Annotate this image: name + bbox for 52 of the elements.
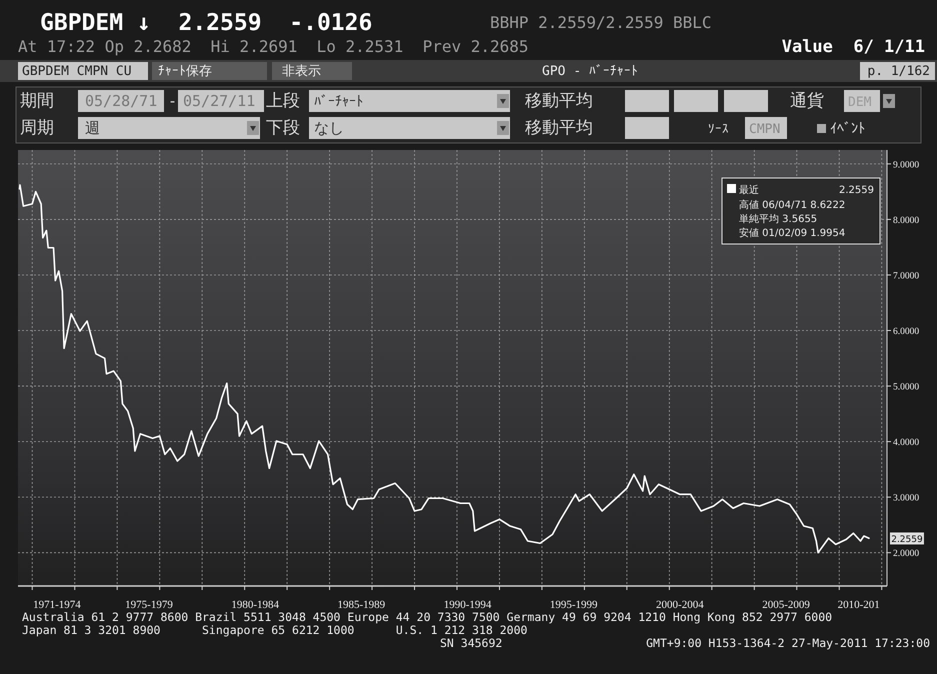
y-tick-label: 3.0000: [893, 494, 920, 504]
text: 周期: [20, 118, 54, 138]
text: 通貨: [790, 91, 824, 111]
x-tick-label: 1985-1989: [337, 599, 386, 611]
annotation: 2.2559: [891, 534, 923, 545]
text: Japan 81 3 3201 8900 Singapore 65 6212 1000 U.S. 1 212 318 2000: [22, 623, 528, 637]
y-tick-label: 6.0000: [893, 327, 920, 338]
x-tick-label: 1995-1999: [550, 599, 598, 611]
text: GPO - ﾊﾞｰﾁｬｰﾄ: [542, 64, 638, 79]
text: ｿｰｽ: [708, 122, 729, 137]
x-tick-label: 2005-2009: [762, 599, 810, 611]
chart-subtitle: At 17:22 Op 2.2682 Hi 2.2691 Lo 2.2531 Prev 2.2685: [18, 37, 529, 56]
text: BBHP 2.2559/2.2559 BBLC: [490, 13, 712, 32]
text: GMT+9:00 H153-1364-2 27-May-2011 17:23:00: [646, 636, 930, 650]
annotation: 2.2559: [839, 185, 874, 196]
text: 下段: [266, 118, 300, 138]
y-tick-label: 8.0000: [893, 216, 920, 226]
text: CMPN: [749, 122, 780, 137]
text: なし: [314, 119, 344, 137]
text: ﾁｬｰﾄ保存: [158, 64, 212, 79]
x-tick-label: 1990-1994: [444, 599, 492, 611]
x-tick-label: 1975-1979: [125, 599, 174, 611]
x-tick-label: 1971-1974: [33, 599, 82, 611]
x-tick-label: 1980-1984: [231, 599, 280, 611]
y-tick-label: 5.0000: [893, 382, 920, 393]
text: 期間: [20, 91, 54, 111]
text: 上段: [266, 91, 300, 111]
y-tick-label: 7.0000: [893, 271, 920, 282]
x-tick-label: 2000-2004: [656, 599, 704, 611]
text: 05/27/11: [183, 92, 256, 110]
text: SN 345692: [440, 636, 502, 650]
text: GBPDEM CMPN CU: [22, 64, 132, 79]
legend-label: 最近: [739, 184, 759, 196]
y-tick-label: 4.0000: [893, 438, 920, 448]
chart-title: GBPDEM ↓ 2.2559 -.0126: [40, 10, 372, 36]
text: 05/28/71: [85, 92, 158, 110]
y-tick-label: 9.0000: [893, 160, 920, 170]
x-tick-label: 2010-201: [838, 599, 880, 611]
text: 週: [85, 119, 100, 137]
text: ﾊﾞｰﾁｬｰﾄ: [314, 94, 363, 110]
text: ｲﾍﾞﾝﾄ: [830, 121, 865, 137]
annotation: 単純平均 3.5655: [739, 213, 818, 225]
text: 移動平均: [525, 118, 593, 138]
text: Australia 61 2 9777 8600 Brazil 5511 3048 4500 Europe 44 20 7330 7500 Germany 49 69 9204 1210 Hong Kong 852 2977 6000: [22, 610, 832, 624]
text: Value 6/ 1/11: [782, 37, 925, 57]
annotation: 安値 01/02/09 1.9954: [739, 227, 846, 239]
text: 移動平均: [525, 91, 593, 111]
text: -: [168, 92, 178, 110]
annotation: 高値 06/04/71 8.6222: [739, 199, 846, 211]
y-tick-label: 2.0000: [893, 549, 920, 560]
text: p. 1/162: [867, 64, 930, 79]
text: 非表示: [282, 64, 321, 79]
